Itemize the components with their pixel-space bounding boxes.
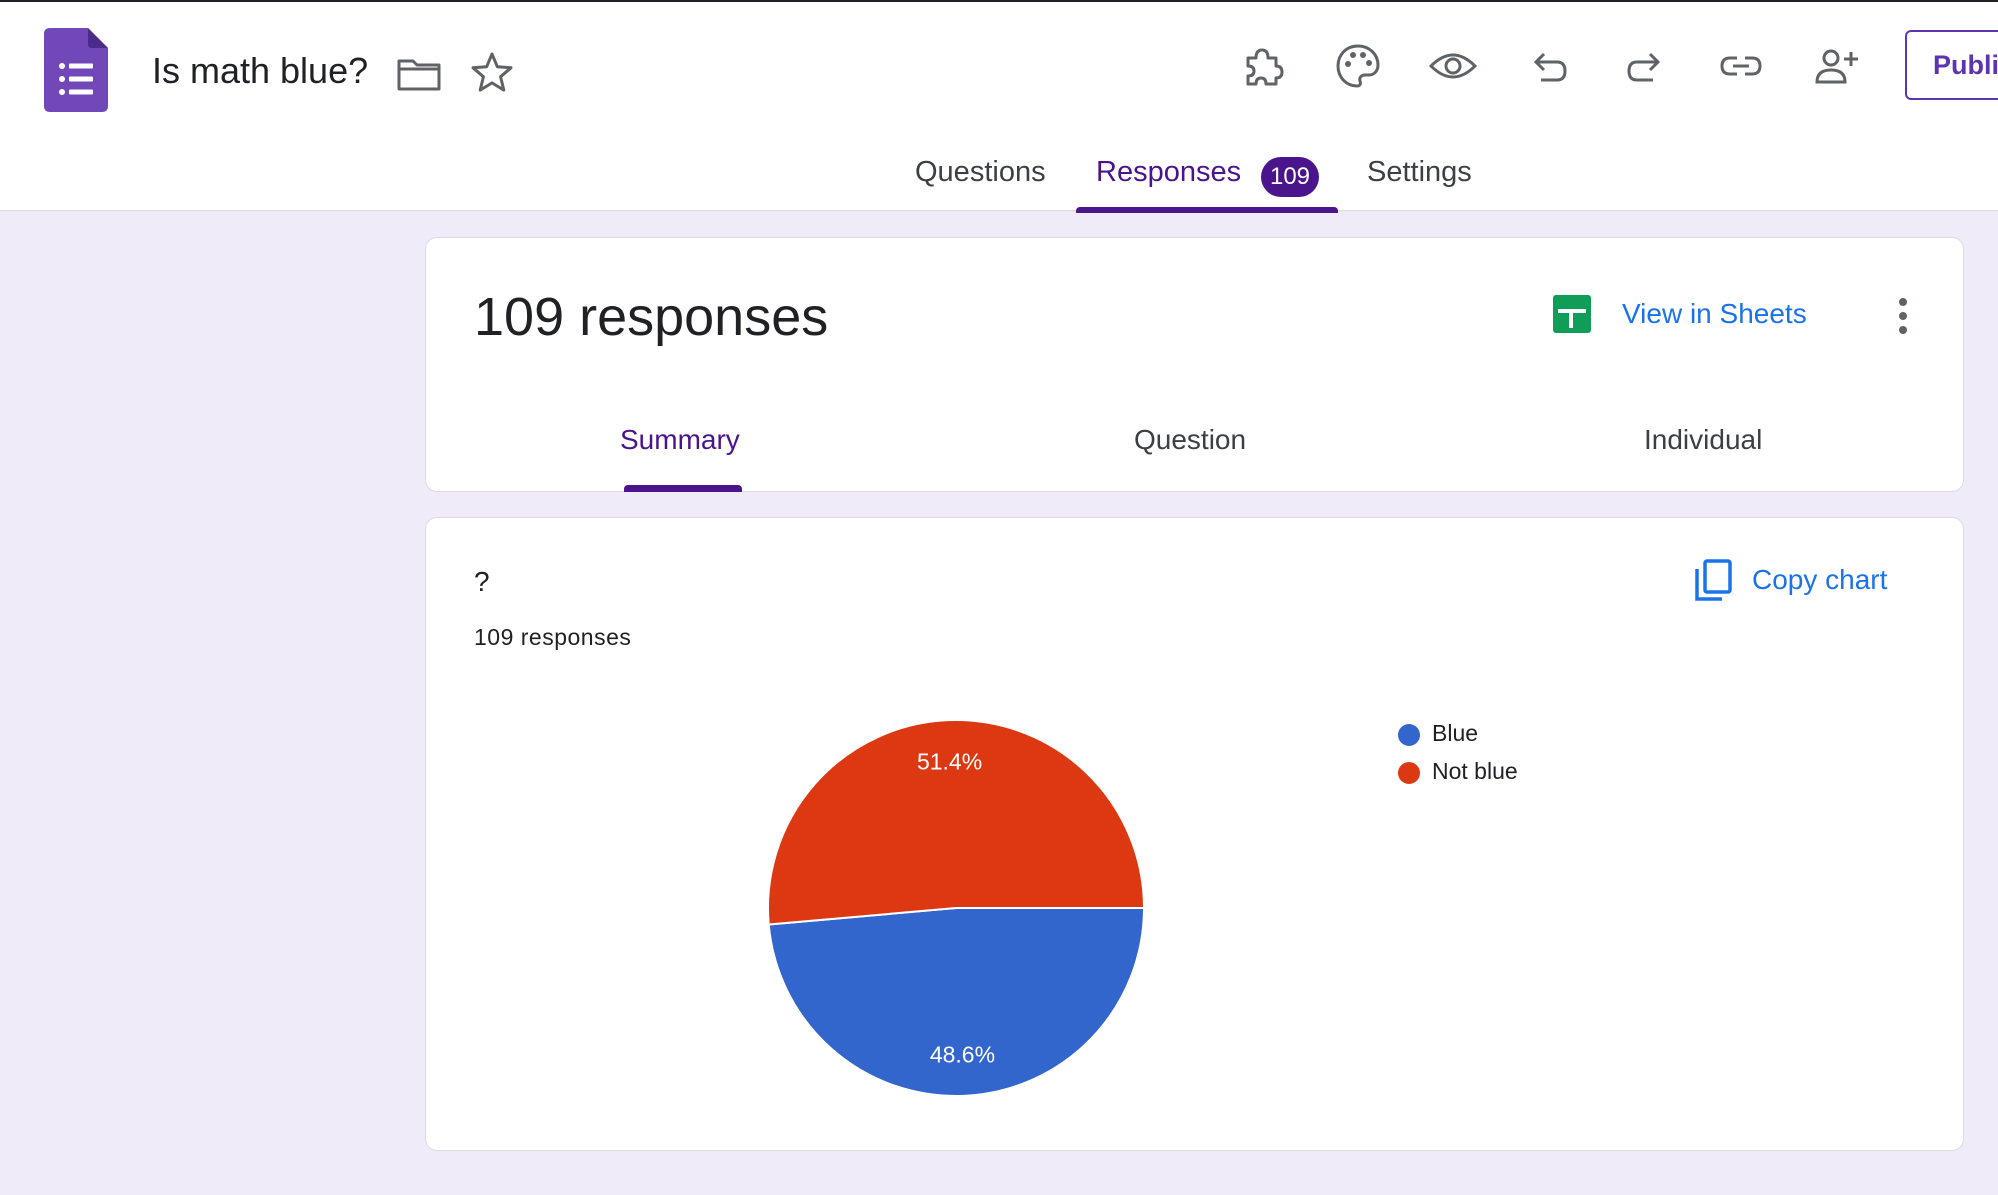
tab-settings[interactable]: Settings	[1367, 156, 1472, 188]
undo-icon[interactable]	[1523, 40, 1575, 92]
preview-eye-icon[interactable]	[1427, 40, 1479, 92]
sheets-icon[interactable]	[1553, 295, 1591, 333]
responses-summary-card: 109 responses View in Sheets Summary Que…	[425, 237, 1964, 492]
document-title[interactable]: Is math blue?	[152, 50, 369, 91]
tab-responses[interactable]: Responses	[1096, 156, 1242, 188]
add-collaborator-icon[interactable]	[1810, 40, 1862, 92]
view-in-sheets-link[interactable]: View in Sheets	[1622, 298, 1807, 329]
subtab-summary[interactable]: Summary	[620, 424, 740, 455]
copy-chart-label: Copy chart	[1752, 564, 1888, 595]
palette-icon[interactable]	[1332, 40, 1384, 92]
pie-chart: 48.6% 51.4%	[767, 719, 1146, 1097]
top-bar: Is math blue? Publi Questions Responses …	[0, 0, 1998, 213]
active-tab-indicator	[1076, 207, 1338, 213]
responses-heading: 109 responses	[474, 287, 829, 347]
star-icon[interactable]	[466, 47, 518, 99]
publish-button[interactable]: Publi	[1905, 30, 1998, 100]
subtab-question[interactable]: Question	[1134, 424, 1247, 455]
pie-data-label: 51.4%	[917, 749, 982, 775]
subtab-individual[interactable]: Individual	[1644, 424, 1763, 455]
active-subtab-indicator	[624, 485, 742, 492]
responses-count-badge: 109	[1261, 157, 1319, 197]
pie-slice-not-blue[interactable]	[767, 719, 1146, 926]
copy-icon	[1695, 559, 1732, 601]
legend-swatch	[1398, 724, 1420, 746]
pie-data-label: 48.6%	[930, 1041, 995, 1067]
legend-label: Not blue	[1432, 758, 1518, 784]
link-icon[interactable]	[1715, 40, 1767, 92]
folder-icon[interactable]	[393, 47, 445, 99]
add-ons-puzzle-icon[interactable]	[1236, 40, 1288, 92]
more-options-icon[interactable]	[1896, 296, 1910, 336]
question-summary-card: ? 109 responses Copy chart 48.6% 51.4% Bl…	[425, 517, 1964, 1151]
redo-icon[interactable]	[1619, 40, 1671, 92]
question-title: ?	[474, 566, 490, 597]
question-response-count: 109 responses	[474, 624, 632, 650]
pie-slice-blue[interactable]	[767, 907, 1146, 1097]
legend-swatch	[1398, 762, 1420, 784]
tab-questions[interactable]: Questions	[915, 156, 1046, 188]
legend-label: Blue	[1432, 720, 1479, 746]
forms-logo-icon[interactable]	[44, 28, 108, 112]
